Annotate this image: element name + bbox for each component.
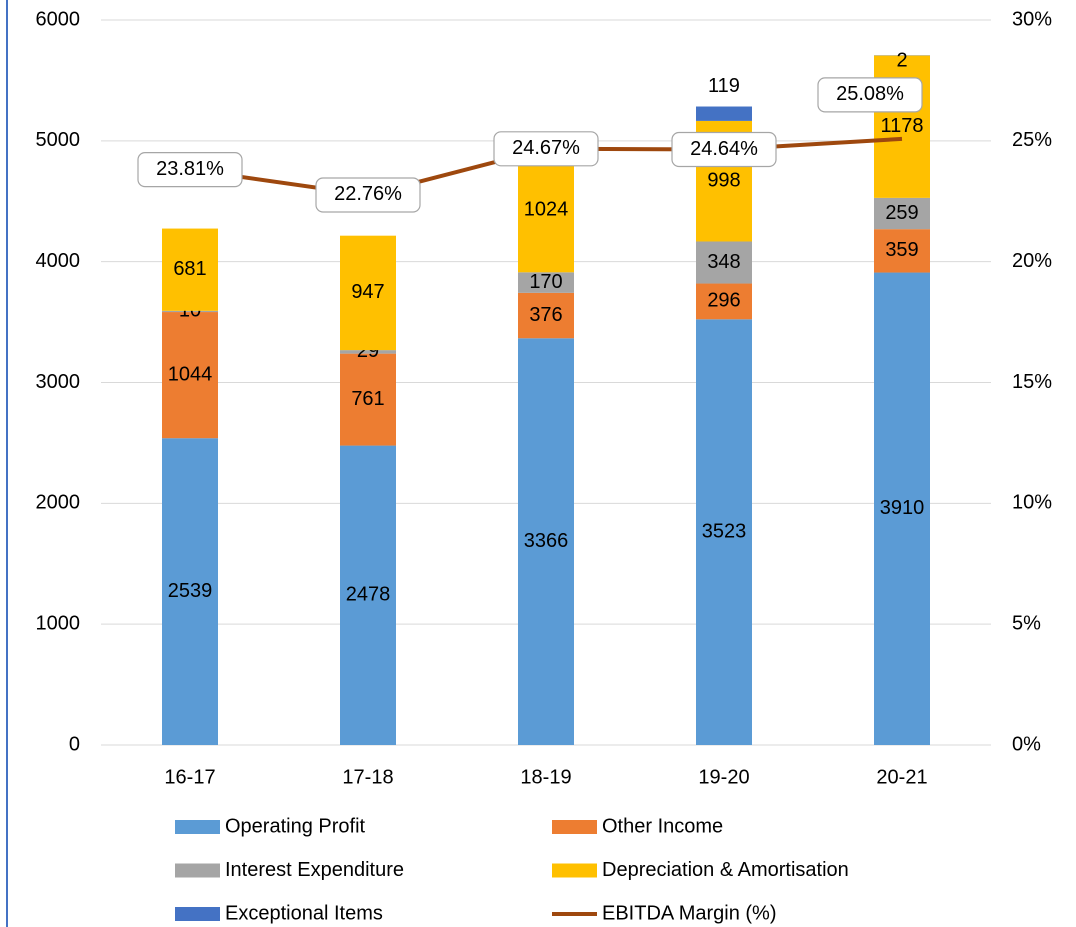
data-label: 681 — [173, 258, 206, 280]
bar-segment — [874, 272, 930, 745]
bar-segment — [874, 229, 930, 273]
data-label-box — [315, 177, 421, 213]
data-label-box — [137, 151, 243, 188]
bar-segment — [340, 235, 396, 351]
x-tick-label: 19-20 — [698, 766, 749, 788]
y2-tick-label: 30% — [1012, 8, 1052, 30]
bar-segment — [340, 353, 396, 446]
y-tick-label: 5000 — [36, 129, 81, 151]
y-tick-label: 2000 — [36, 492, 81, 514]
bar-segment — [518, 292, 574, 339]
data-label: 947 — [351, 281, 384, 303]
y2-tick-label: 10% — [1012, 492, 1052, 514]
legend-label: EBITDA Margin (%) — [602, 902, 776, 924]
data-label: 348 — [707, 251, 740, 273]
data-label: 1044 — [168, 363, 213, 385]
legend-label: Interest Expenditure — [225, 859, 404, 881]
bar-segment — [696, 106, 752, 121]
legend-swatch — [175, 863, 220, 878]
y2-tick-label: 25% — [1012, 129, 1052, 151]
x-tick-label: 17-18 — [342, 766, 393, 788]
data-label: 3366 — [524, 530, 569, 552]
y2-tick-label: 15% — [1012, 371, 1052, 393]
y-tick-label: 3000 — [36, 371, 81, 393]
legend-swatch — [175, 907, 220, 921]
bar-segment — [340, 350, 396, 354]
y-tick-label: 0 — [69, 733, 80, 755]
data-label: 3910 — [880, 497, 925, 519]
bar-segment — [340, 445, 396, 745]
data-label: 25.08% — [836, 83, 904, 105]
data-label: 1024 — [524, 199, 569, 221]
legend-swatch — [552, 820, 597, 834]
data-label: 259 — [885, 202, 918, 224]
data-label: 2 — [896, 50, 907, 72]
bar-segment — [518, 338, 574, 745]
data-label: 23.81% — [156, 158, 224, 180]
legend-swatch — [175, 820, 220, 834]
data-label: 24.64% — [690, 138, 758, 160]
data-label-box — [493, 131, 599, 167]
bar-segment — [162, 310, 218, 313]
data-label: 998 — [707, 169, 740, 191]
data-label: 2478 — [346, 584, 391, 606]
bar-segment — [162, 228, 218, 311]
bar-segment — [162, 438, 218, 745]
data-label: 22.76% — [334, 183, 402, 205]
y2-tick-label: 0% — [1012, 733, 1041, 755]
data-label: 1178 — [880, 115, 923, 137]
data-label: 3523 — [702, 520, 747, 542]
legend-label: Depreciation & Amortisation — [602, 859, 849, 881]
data-label: 359 — [885, 239, 918, 261]
y-tick-label: 6000 — [36, 8, 81, 30]
bar-segment — [874, 197, 930, 230]
data-label: 119 — [708, 75, 740, 97]
bar-segment — [518, 272, 574, 293]
y2-tick-label: 20% — [1012, 250, 1052, 272]
legend-swatch — [552, 863, 597, 878]
data-label-box — [671, 131, 777, 168]
data-label: 24.67% — [512, 137, 580, 159]
y-tick-label: 1000 — [36, 612, 81, 634]
data-label: 761 — [351, 388, 384, 410]
x-tick-label: 20-21 — [876, 766, 927, 788]
bar-segment — [696, 319, 752, 745]
data-label: 296 — [707, 290, 740, 312]
data-label: 376 — [529, 304, 562, 326]
x-tick-label: 18-19 — [520, 766, 571, 788]
data-label: 2539 — [168, 580, 213, 602]
bar-segment — [696, 241, 752, 284]
legend-label: Other Income — [602, 815, 723, 837]
bar-segment — [696, 283, 752, 320]
data-label: 170 — [529, 271, 562, 293]
legend-label: Operating Profit — [225, 815, 366, 837]
y2-tick-label: 5% — [1012, 612, 1041, 634]
bar-segment — [518, 148, 574, 273]
y-tick-label: 4000 — [36, 250, 81, 272]
x-tick-label: 16-17 — [164, 766, 215, 788]
legend-label: Exceptional Items — [225, 902, 383, 924]
bar-segment — [162, 312, 218, 439]
data-label-box — [817, 77, 923, 113]
